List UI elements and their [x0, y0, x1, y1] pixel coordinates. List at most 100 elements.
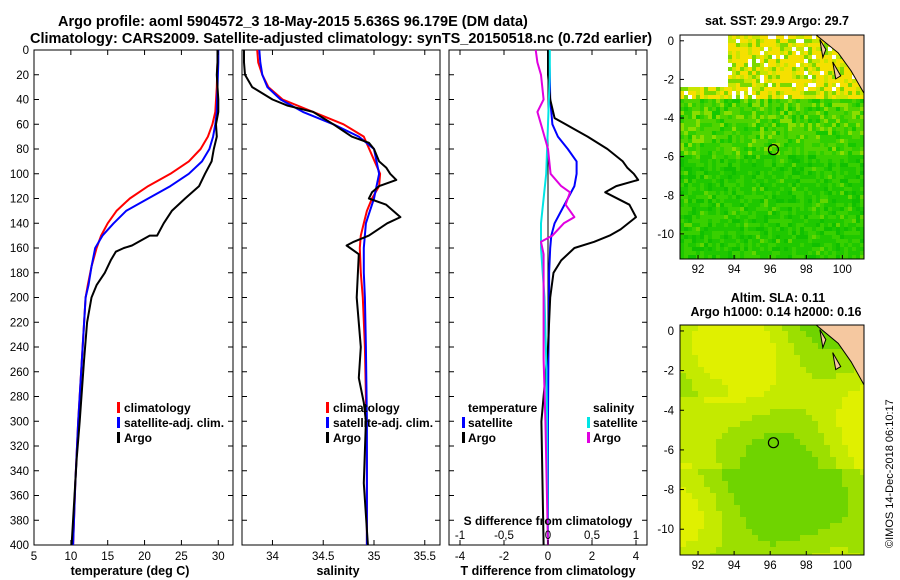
map-cell [824, 361, 830, 367]
map-cell [796, 211, 800, 215]
map-cell [716, 469, 722, 475]
map-cell [764, 195, 768, 199]
y-tick-label: 300 [10, 416, 29, 428]
map-cell [740, 51, 744, 55]
map-cell [748, 219, 752, 223]
map-cell [728, 59, 732, 63]
map-cell [740, 343, 746, 349]
map-cell [720, 139, 724, 143]
header-line2: Climatology: CARS2009. Satellite-adjuste… [30, 31, 652, 47]
map-cell [800, 83, 804, 87]
map-cell [728, 115, 732, 119]
map-cell [780, 203, 784, 207]
map-cell [776, 529, 782, 535]
map-cell [760, 191, 764, 195]
map-cell [698, 325, 704, 331]
map-cell [764, 243, 768, 247]
map-cell [836, 255, 840, 259]
map-cell [830, 373, 836, 379]
map-cell [840, 239, 844, 243]
map-cell [758, 433, 764, 439]
map-cell [764, 415, 770, 421]
map-cell [748, 167, 752, 171]
map-cell [788, 199, 792, 203]
map-cell [720, 51, 724, 55]
map-cell [716, 219, 720, 223]
map-cell [860, 215, 864, 219]
map-cell [684, 227, 688, 231]
map-cell [732, 251, 736, 255]
map-cell [816, 67, 820, 71]
map-cell [808, 179, 812, 183]
map-cell [840, 143, 844, 147]
map-cell [688, 227, 692, 231]
map-cell [720, 147, 724, 151]
map-cell [680, 499, 686, 505]
map-cell [792, 195, 796, 199]
map-cell [720, 79, 724, 83]
map-cell [804, 43, 808, 47]
map-cell [824, 211, 828, 215]
map-cell [804, 167, 808, 171]
map-cell [758, 349, 764, 355]
map-cell [816, 235, 820, 239]
map-cell [720, 107, 724, 111]
map-cell [684, 147, 688, 151]
map-cell [768, 163, 772, 167]
map-cell [712, 147, 716, 151]
map-cell [804, 211, 808, 215]
map-cell [686, 421, 692, 427]
map-cell [712, 215, 716, 219]
map-cell [830, 499, 836, 505]
map-cell [736, 99, 740, 103]
map-cell [760, 163, 764, 167]
map-cell [852, 211, 856, 215]
map-cell [784, 195, 788, 199]
map-cell [740, 445, 746, 451]
map-cell [836, 243, 840, 247]
map-cell [812, 239, 816, 243]
map-cell [856, 155, 860, 159]
map-cell [808, 95, 812, 99]
map-cell [760, 247, 764, 251]
map-cell [696, 155, 700, 159]
sla-map-title: Altim. SLA: 0.11 [731, 291, 826, 305]
map-cell [818, 403, 824, 409]
map-cell [812, 541, 818, 547]
map-cell [832, 219, 836, 223]
map-cell [812, 355, 818, 361]
map-cell [736, 123, 740, 127]
map-cell [820, 171, 824, 175]
map-cell [700, 103, 704, 107]
map-cell [748, 183, 752, 187]
map-cell [740, 243, 744, 247]
map-cell [684, 59, 688, 63]
map-cell [740, 325, 746, 331]
map-cell [860, 123, 864, 127]
map-cell [860, 195, 864, 199]
map-cell [728, 409, 734, 415]
map-cell [752, 187, 756, 191]
map-cell [716, 171, 720, 175]
map-cell [748, 115, 752, 119]
map-cell [700, 235, 704, 239]
y-tick-label: 240 [10, 342, 29, 354]
map-cell [740, 457, 746, 463]
map-cell [708, 223, 712, 227]
map-cell [722, 415, 728, 421]
map-cell [800, 331, 806, 337]
map-cell [820, 107, 824, 111]
map-cell [832, 151, 836, 155]
map-cell [840, 211, 844, 215]
map-cell [756, 55, 760, 59]
map-cell [712, 231, 716, 235]
map-cell [860, 541, 864, 547]
map-cell [692, 391, 698, 397]
map-cell [772, 119, 776, 123]
map-cell [764, 107, 768, 111]
map-cell [792, 219, 796, 223]
map-cell [784, 51, 788, 55]
map-cell [760, 71, 764, 75]
map-cell [704, 493, 710, 499]
map-cell [708, 191, 712, 195]
